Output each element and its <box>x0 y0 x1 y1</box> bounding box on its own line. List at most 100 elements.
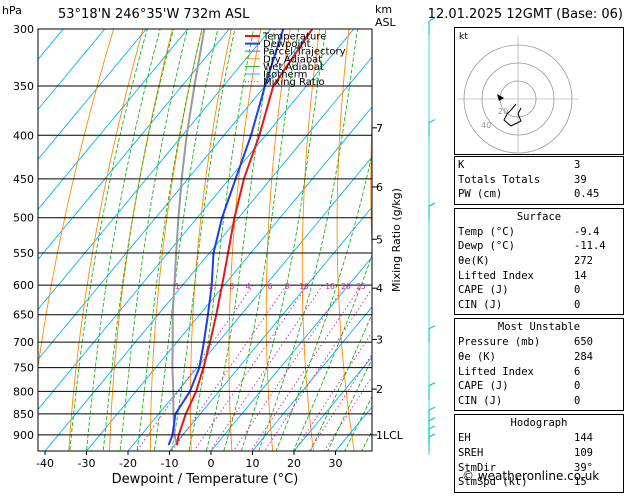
pressure-tick-label: 650 <box>13 309 34 322</box>
temp-tick-label: 10 <box>246 457 260 470</box>
dry-adiabat-line <box>28 29 114 451</box>
dry-adiabat-line <box>266 29 290 451</box>
pressure-tick-label: 300 <box>13 23 34 36</box>
wind-barb-flag <box>429 418 435 421</box>
wind-barb-flag <box>429 120 435 123</box>
isotherm-line <box>87 29 437 451</box>
surface-value: 0 <box>574 298 620 313</box>
most-unstable-row: CAPE (J) 0 <box>458 379 620 394</box>
hodograph-label: EH <box>458 431 471 446</box>
most-unstable-value: 650 <box>574 335 620 350</box>
altitude-tick-label: 3 <box>376 333 383 346</box>
surface-row: Dewp (°C)-11.4 <box>458 239 620 254</box>
mixing-ratio-label: 25 <box>356 282 366 291</box>
most-unstable-label: θe (K) <box>458 350 496 365</box>
mixing-ratio-axis-label: Mixing Ratio (g/kg) <box>390 188 403 292</box>
surface-label: Temp (°C) <box>458 225 515 240</box>
most-unstable-value: 0 <box>574 379 620 394</box>
surface-value: 272 <box>574 254 620 269</box>
wet-adiabat-line <box>300 29 476 474</box>
hodograph-stats-title: Hodograph <box>458 416 620 431</box>
most-unstable-row: Pressure (mb) 650 <box>458 335 620 350</box>
pressure-tick-label: 700 <box>13 336 34 349</box>
index-tt-value: 39 <box>574 173 620 188</box>
most-unstable-label: CIN (J) <box>458 394 502 409</box>
altitude-tick-label: 4 <box>376 282 383 295</box>
most-unstable-label: Pressure (mb) <box>458 335 540 350</box>
dry-adiabat-line <box>229 29 261 451</box>
most-unstable-value: 0 <box>574 394 620 409</box>
pressure-tick-label: 450 <box>13 173 34 186</box>
dry-adiabat-line <box>337 29 354 451</box>
mixing-ratio-label: 3 <box>230 282 235 291</box>
location-title: 53°18'N 246°35'W 732m ASL <box>58 7 250 22</box>
index-k-value: 3 <box>574 158 620 173</box>
pressure-tick-label: 900 <box>13 429 34 442</box>
temp-tick-label: -30 <box>78 457 96 470</box>
most-unstable-row: CIN (J) 0 <box>458 394 620 409</box>
isotherm-line <box>0 29 229 451</box>
surface-label: Lifted Index <box>458 269 534 284</box>
temp-tick-label: 20 <box>287 457 301 470</box>
pressure-tick-label: 750 <box>13 362 34 375</box>
altitude-tick-label: 7 <box>376 122 383 135</box>
hodograph-unit-label: kt <box>459 32 468 42</box>
hodograph-value: 109 <box>574 446 620 461</box>
most-unstable-label: CAPE (J) <box>458 379 509 394</box>
hodograph-label: SREH <box>458 446 483 461</box>
wet-adiabat-line <box>200 29 274 474</box>
altitude-tick-label: 2 <box>376 383 383 396</box>
temp-tick-label: 30 <box>329 457 343 470</box>
most-unstable-row: θe (K) 284 <box>458 350 620 365</box>
plot-frame <box>38 29 372 451</box>
dry-adiabat-line <box>69 29 143 451</box>
pressure-tick-label: 500 <box>13 212 34 225</box>
wet-adiabat-line <box>84 29 160 474</box>
legend-label: Mixing Ratio <box>263 77 325 88</box>
pressure-tick-label: 600 <box>13 279 34 292</box>
pressure-tick-label: 550 <box>13 247 34 260</box>
wet-adiabat-line <box>283 29 434 474</box>
most-unstable-title: Most Unstable <box>458 320 620 335</box>
mixing-ratio-label: 20 <box>341 282 351 291</box>
surface-value: -9.4 <box>574 225 620 240</box>
temp-tick-label: -10 <box>161 457 179 470</box>
most-unstable-value: 284 <box>574 350 620 365</box>
altitude-tick-label: 6 <box>376 181 383 194</box>
mixing-ratio-label: 16 <box>325 282 335 291</box>
altitude-tick-label: 5 <box>376 233 383 246</box>
pressure-unit-label: hPa <box>2 4 22 17</box>
altitude-tick-label: 1LCL <box>376 429 404 442</box>
x-axis-label: Dewpoint / Temperature (°C) <box>112 472 299 486</box>
surface-row: CIN (J) 0 <box>458 298 620 313</box>
surface-row: CAPE (J)0 <box>458 283 620 298</box>
pressure-tick-label: 350 <box>13 80 34 93</box>
mixing-ratio-label: 6 <box>268 282 273 291</box>
wind-barb-flag <box>429 434 435 437</box>
surface-label: CAPE (J) <box>458 283 509 298</box>
temp-tick-label: 0 <box>208 457 215 470</box>
surface-label: CIN (J) <box>458 298 502 313</box>
height-unit-asl: ASL <box>375 16 397 29</box>
wind-barb-flag <box>429 203 435 206</box>
footer-copyright: © weatheronline.co.uk <box>462 469 599 483</box>
mixing-ratio-label: 2 <box>209 282 214 291</box>
surface-row: θe(K) 272 <box>458 254 620 269</box>
surface-value: -11.4 <box>574 239 620 254</box>
surface-label: θe(K) <box>458 254 490 269</box>
wet-adiabat-line <box>250 29 357 474</box>
most-unstable-label: Lifted Index <box>458 365 534 380</box>
pressure-tick-label: 400 <box>13 129 34 142</box>
dry-adiabat-line <box>404 29 436 451</box>
temp-tick-label: -20 <box>119 457 137 470</box>
index-row-pw: PW (cm)0.45 <box>458 187 620 202</box>
wind-barb-flag <box>429 383 435 386</box>
